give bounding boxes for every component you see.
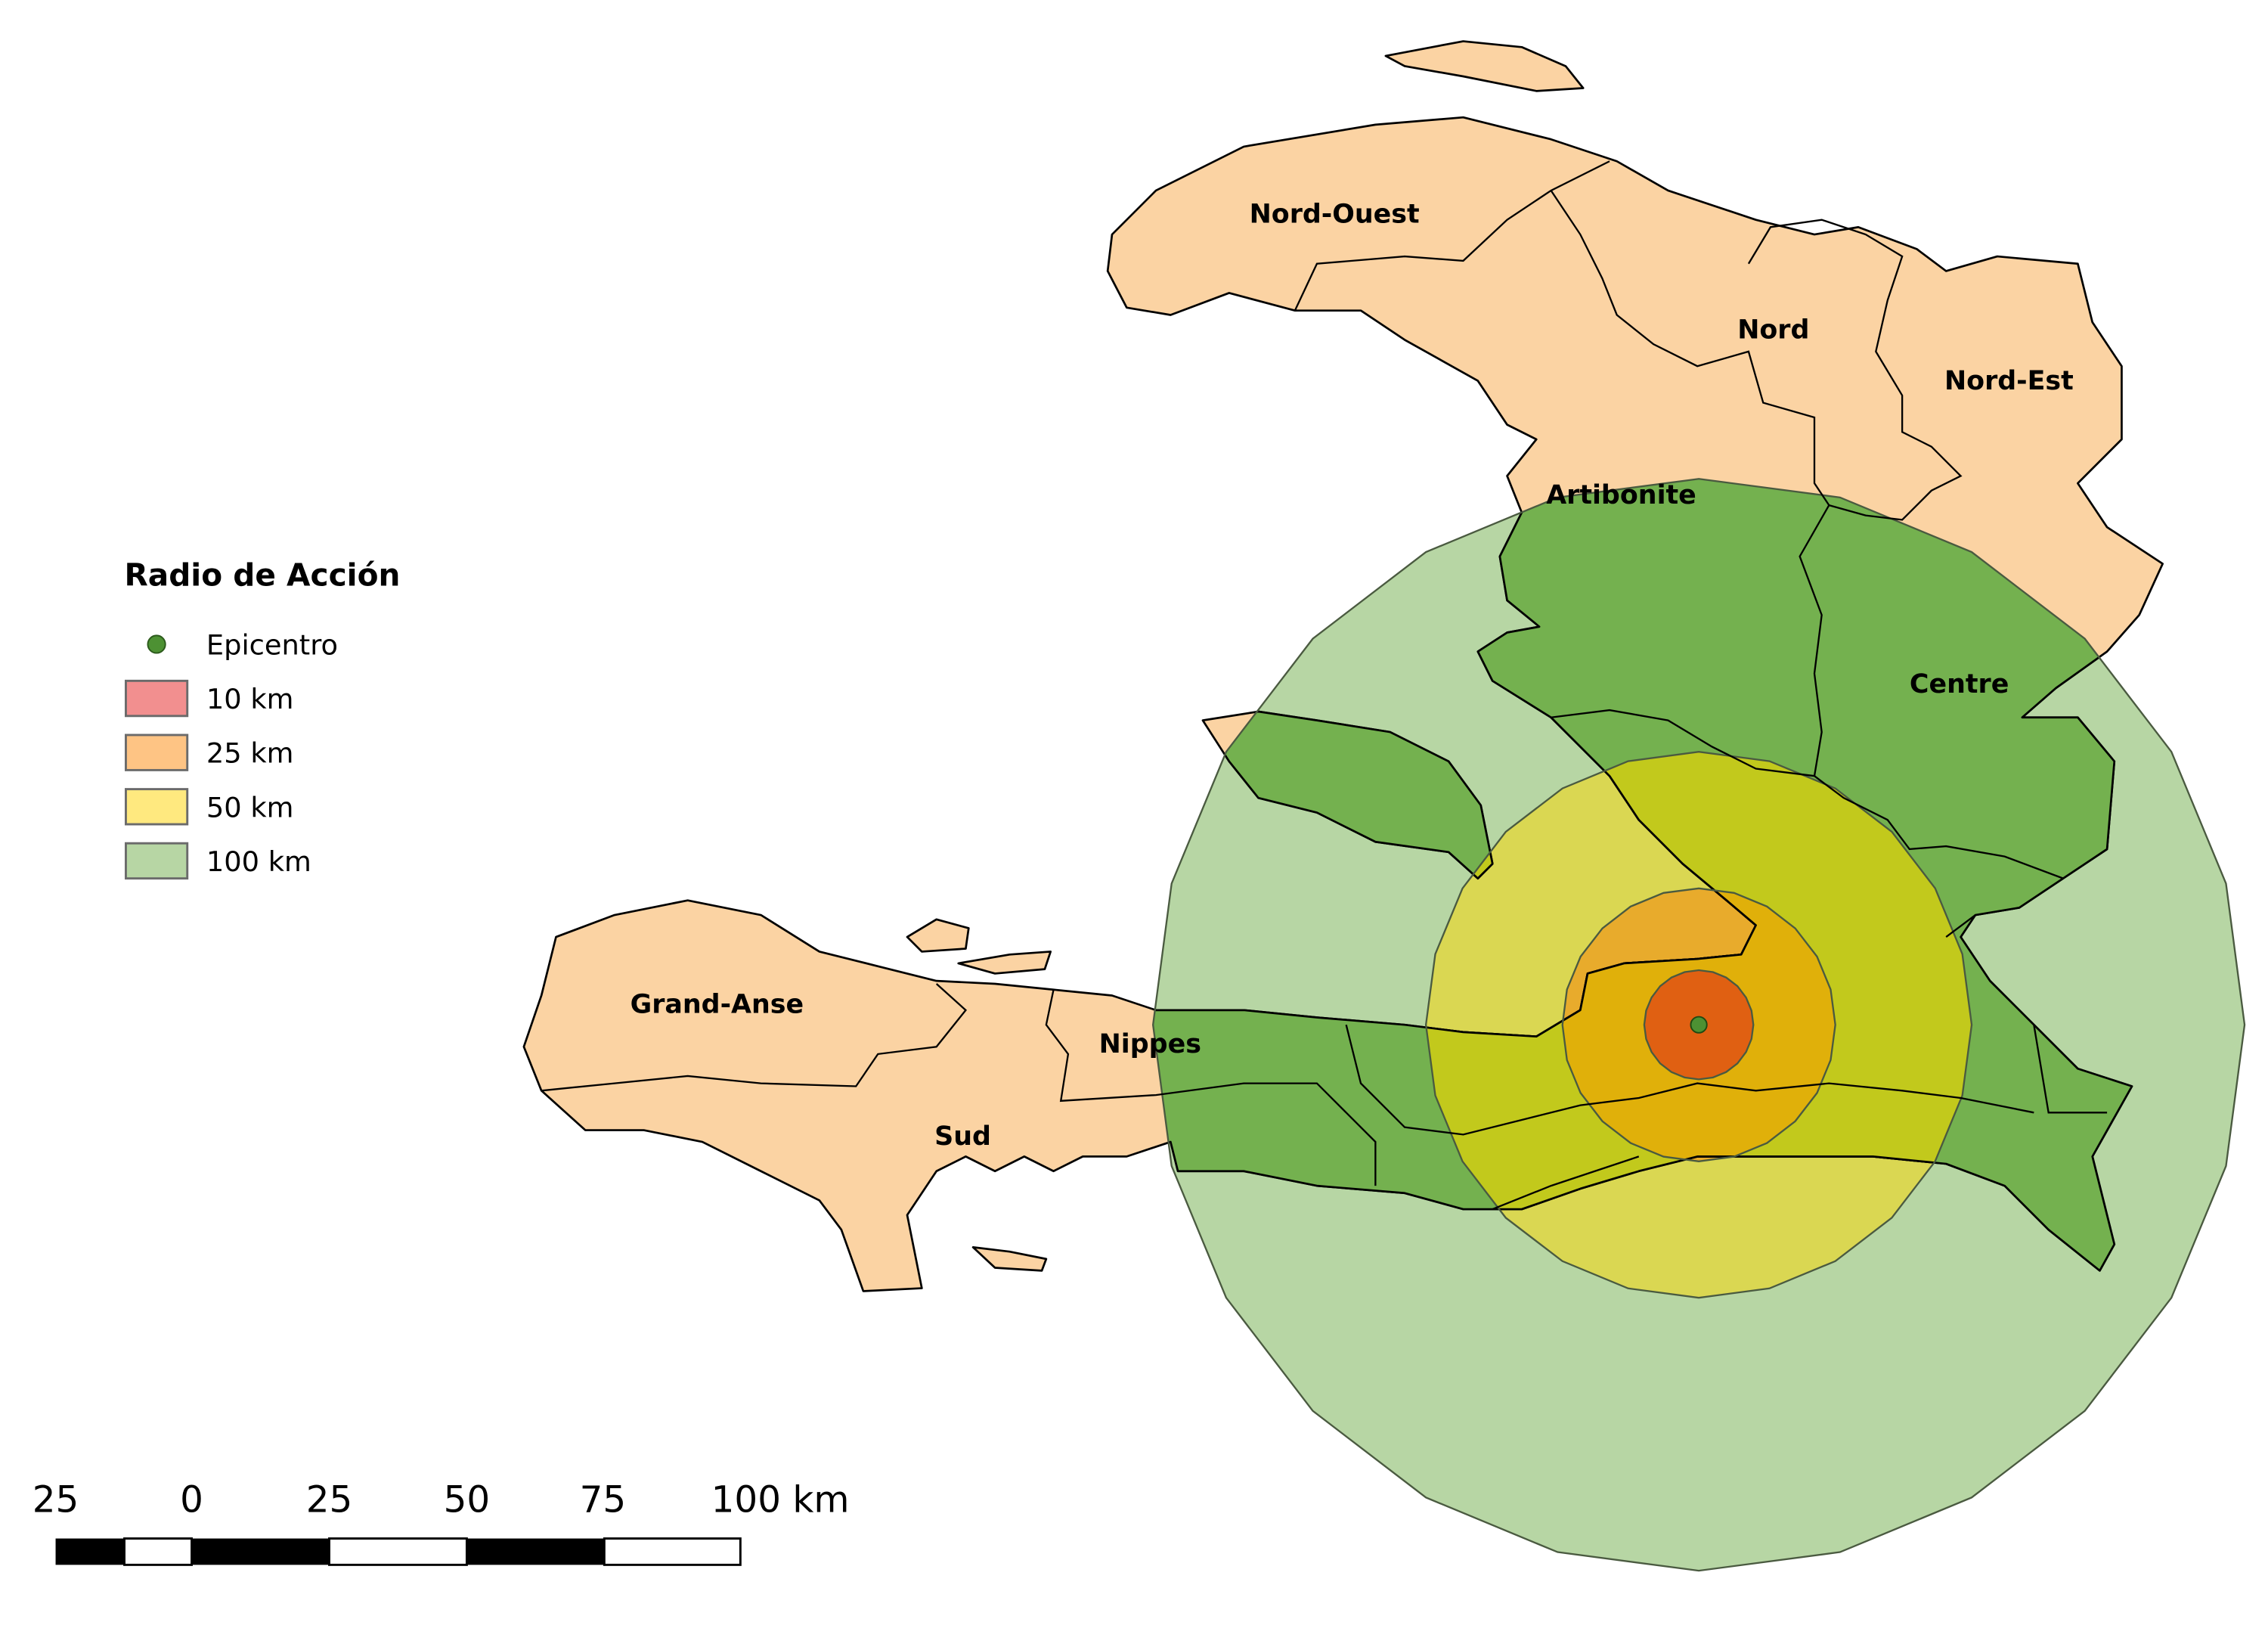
buffer-outline-25km <box>1561 887 1836 1162</box>
legend-title: Radio de Acción <box>125 557 401 594</box>
legend-label-50km: 50 km <box>206 791 294 823</box>
department-borders <box>541 160 2108 1211</box>
epicenter-marker[interactable] <box>1690 1016 1708 1034</box>
scale-label-75: 75 <box>580 1479 627 1521</box>
legend-label-10km: 10 km <box>206 683 294 715</box>
legend-swatch-50km <box>125 788 189 826</box>
region-label-nord-est: Nord-Est <box>1944 366 2074 396</box>
scale-segment <box>328 1537 468 1566</box>
buffer-outlines <box>1151 478 2246 1572</box>
region-label-sud: Sud <box>934 1121 991 1152</box>
region-label-grand-anse: Grand-Anse <box>631 990 804 1020</box>
scale-segment <box>191 1538 330 1565</box>
legend-label-25km: 25 km <box>206 737 294 770</box>
land-tortuga <box>1384 40 1585 92</box>
legend-swatch-100km <box>125 842 189 880</box>
scale-label-0: 0 <box>180 1479 203 1521</box>
buffer-outline-10km <box>1643 969 1755 1081</box>
scale-segment <box>466 1538 605 1565</box>
region-label-centre: Centre <box>1910 669 2009 699</box>
scale-segment <box>55 1538 125 1565</box>
legend: Radio de Acción Epicentro 10 km 25 km 50… <box>125 557 401 880</box>
scale-label-100km: 100 km <box>711 1479 850 1521</box>
scale-label-50: 50 <box>444 1479 491 1521</box>
legend-label-100km: 100 km <box>206 845 311 878</box>
region-label-nippes: Nippes <box>1099 1029 1201 1059</box>
buffer-outline-100km <box>1151 478 2246 1572</box>
region-label-nord: Nord <box>1737 315 1809 345</box>
scale-label-25: 25 <box>306 1479 353 1521</box>
scale-segment <box>603 1537 742 1566</box>
scale-segment <box>123 1537 193 1566</box>
legend-swatch-25km <box>125 734 189 771</box>
scale-label-25-left: 25 <box>33 1479 79 1521</box>
region-label-nord-ouest: Nord-Ouest <box>1250 200 1420 230</box>
legend-swatch-10km <box>125 679 189 718</box>
buffer-outline-50km <box>1424 751 1973 1299</box>
region-label-artibonite: Artibonite <box>1546 480 1696 510</box>
legend-label-epicentro: Epicentro <box>206 629 338 662</box>
legend-epicenter-symbol <box>147 634 166 654</box>
scale-bar: 25 0 25 50 75 100 km <box>33 1479 850 1566</box>
region-labels: Nord-Ouest Nord Nord-Est Artibonite Cent… <box>631 200 2074 1152</box>
